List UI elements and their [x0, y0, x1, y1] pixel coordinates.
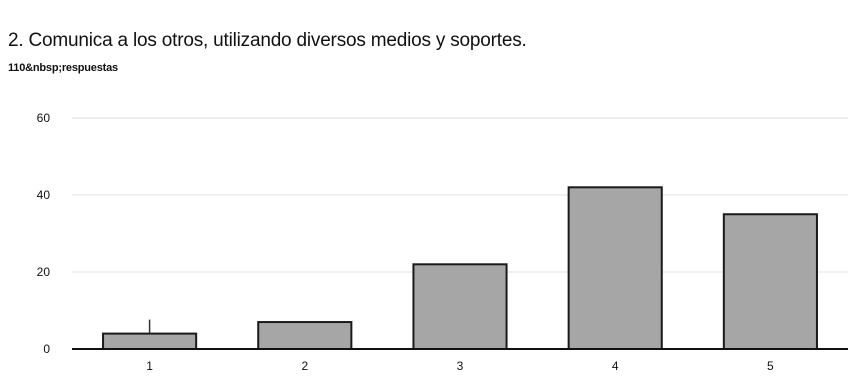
y-tick-label: 20 — [37, 265, 51, 279]
bar-1 — [102, 332, 198, 351]
x-tick-label: 5 — [767, 359, 774, 373]
x-tick-label: 3 — [457, 359, 464, 373]
x-axis-ticks: 1 2 3 4 5 — [72, 348, 848, 373]
chart-title: 2. Comunica a los otros, utilizando dive… — [8, 30, 527, 51]
bar-5 — [722, 213, 818, 350]
y-tick-label: 40 — [37, 188, 51, 202]
x-tick-label: 2 — [301, 359, 308, 373]
y-tick-label: 0 — [43, 342, 50, 356]
y-tick-label: 60 — [37, 111, 51, 125]
bar-4 — [567, 186, 663, 350]
x-tick-label: 1 — [146, 359, 153, 373]
bar-3 — [412, 263, 508, 350]
response-count: 110&nbsp;respuestas — [8, 62, 118, 74]
x-tick-label: 4 — [612, 359, 619, 373]
bars — [102, 186, 818, 351]
y-axis-ticks: 0 20 40 60 — [37, 111, 51, 356]
bar-2 — [257, 321, 353, 350]
